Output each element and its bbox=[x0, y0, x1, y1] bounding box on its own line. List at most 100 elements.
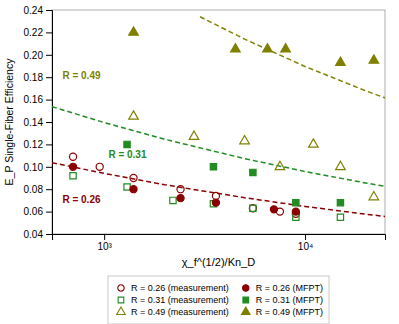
point bbox=[70, 173, 76, 179]
tick: 10³ bbox=[97, 234, 112, 252]
tick-label: 0.20 bbox=[24, 50, 44, 61]
legend-label: R = 0.49 (MFPT) bbox=[256, 307, 323, 317]
tick-label: 0.24 bbox=[24, 5, 44, 16]
tick-label: 0.12 bbox=[24, 139, 44, 150]
tick-mark bbox=[46, 55, 52, 56]
plot-frame bbox=[52, 10, 385, 234]
tick-mark bbox=[46, 100, 52, 101]
legend-symbol bbox=[117, 307, 126, 314]
point bbox=[337, 199, 343, 205]
point bbox=[212, 199, 219, 206]
tick: 0.16 bbox=[24, 94, 52, 105]
legend-label: R = 0.49 (measurement) bbox=[131, 307, 229, 317]
point bbox=[369, 55, 379, 63]
annotation: R = 0.26 bbox=[62, 194, 101, 205]
legend-item: R = 0.26 (MFPT) bbox=[243, 283, 323, 293]
point bbox=[336, 57, 346, 65]
point bbox=[336, 161, 346, 169]
legend: R = 0.26 (measurement) R = 0.31 (measurem… bbox=[108, 276, 329, 324]
tick-label: 0.10 bbox=[24, 162, 44, 173]
legend-item: R = 0.26 (measurement) bbox=[118, 283, 229, 293]
tick-mark bbox=[46, 144, 52, 145]
point bbox=[281, 44, 291, 52]
tick-label: 10³ bbox=[97, 241, 112, 252]
annotation: R = 0.31 bbox=[108, 149, 147, 160]
point bbox=[270, 206, 277, 213]
tick: 0.22 bbox=[24, 27, 52, 38]
tick-mark bbox=[104, 234, 105, 240]
tick-mark bbox=[46, 10, 52, 11]
tick: 0.14 bbox=[24, 117, 52, 128]
point bbox=[177, 195, 184, 202]
y-axis-title: E_P Single-Fiber Efficiency bbox=[3, 58, 15, 186]
axis-line bbox=[53, 235, 386, 241]
point bbox=[210, 164, 216, 170]
point bbox=[129, 27, 139, 35]
annotations: R = 0.49 R = 0.31 R = 0.26 bbox=[62, 70, 146, 204]
point bbox=[69, 153, 76, 160]
point bbox=[337, 214, 343, 220]
legend-item: R = 0.49 (MFPT) bbox=[241, 307, 323, 317]
tick: 0.06 bbox=[24, 206, 52, 217]
x-axis: 10³ 10⁴ bbox=[53, 234, 386, 252]
point bbox=[124, 184, 130, 190]
legend-symbol bbox=[243, 297, 249, 303]
point bbox=[177, 186, 184, 193]
tick-label: 0.18 bbox=[24, 72, 44, 83]
marks bbox=[52, 17, 385, 221]
tick-label: 0.14 bbox=[24, 117, 44, 128]
x-axis-title: χ_f^(1/2)/Kn_D bbox=[182, 256, 255, 268]
tick-label: 0.06 bbox=[24, 206, 44, 217]
axis-line bbox=[46, 11, 53, 235]
point bbox=[275, 161, 285, 169]
point bbox=[124, 141, 130, 147]
regression-line bbox=[200, 17, 385, 98]
point bbox=[292, 208, 299, 215]
point bbox=[309, 139, 319, 147]
point bbox=[250, 169, 256, 175]
tick-label: 0.16 bbox=[24, 94, 44, 105]
point bbox=[212, 192, 219, 199]
tick: 0.24 bbox=[24, 5, 52, 16]
legend-label: R = 0.31 (measurement) bbox=[131, 295, 229, 305]
plot-area: 10³10⁴0.040.060.080.100.120.140.160.180.… bbox=[24, 5, 386, 252]
legend-item: R = 0.31 (MFPT) bbox=[243, 295, 323, 305]
tick-mark bbox=[46, 212, 52, 213]
tick: 0.04 bbox=[24, 229, 52, 240]
point bbox=[249, 205, 256, 212]
legend-label: R = 0.31 (MFPT) bbox=[256, 295, 323, 305]
tick-mark bbox=[46, 189, 52, 190]
point bbox=[263, 44, 273, 52]
legend-item: R = 0.31 (measurement) bbox=[118, 295, 229, 305]
point bbox=[69, 163, 76, 170]
tick: 0.18 bbox=[24, 72, 52, 83]
tick-mark bbox=[46, 77, 52, 78]
point bbox=[293, 199, 299, 205]
tick-label: 0.22 bbox=[24, 27, 44, 38]
point bbox=[129, 111, 139, 119]
point bbox=[96, 163, 103, 170]
tick-mark bbox=[305, 234, 306, 240]
point bbox=[130, 186, 137, 193]
tick: 10⁴ bbox=[298, 234, 313, 252]
point bbox=[240, 135, 250, 143]
legend-label: R = 0.26 (MFPT) bbox=[256, 283, 323, 293]
legend-item: R = 0.49 (measurement) bbox=[117, 307, 229, 317]
point bbox=[369, 191, 379, 199]
legend-frame bbox=[108, 276, 329, 324]
point bbox=[130, 174, 137, 181]
chart: 10³10⁴0.040.060.080.100.120.140.160.180.… bbox=[0, 0, 399, 324]
tick-label: 10⁴ bbox=[298, 241, 313, 252]
point bbox=[170, 197, 176, 203]
point bbox=[189, 131, 199, 139]
tick: 0.10 bbox=[24, 162, 52, 173]
legend-symbol bbox=[118, 297, 124, 303]
y-axis: 0.04 0.06 0.08 0.10 0.12 0.14 0.16 0.18 0.20 0.22… bbox=[24, 5, 53, 240]
regression-line bbox=[52, 163, 385, 217]
legend-symbol bbox=[118, 285, 124, 291]
tick-label: 0.08 bbox=[24, 184, 44, 195]
regression-line bbox=[52, 107, 385, 187]
point bbox=[231, 44, 241, 52]
tick-mark bbox=[46, 167, 52, 168]
annotation: R = 0.49 bbox=[62, 70, 101, 81]
